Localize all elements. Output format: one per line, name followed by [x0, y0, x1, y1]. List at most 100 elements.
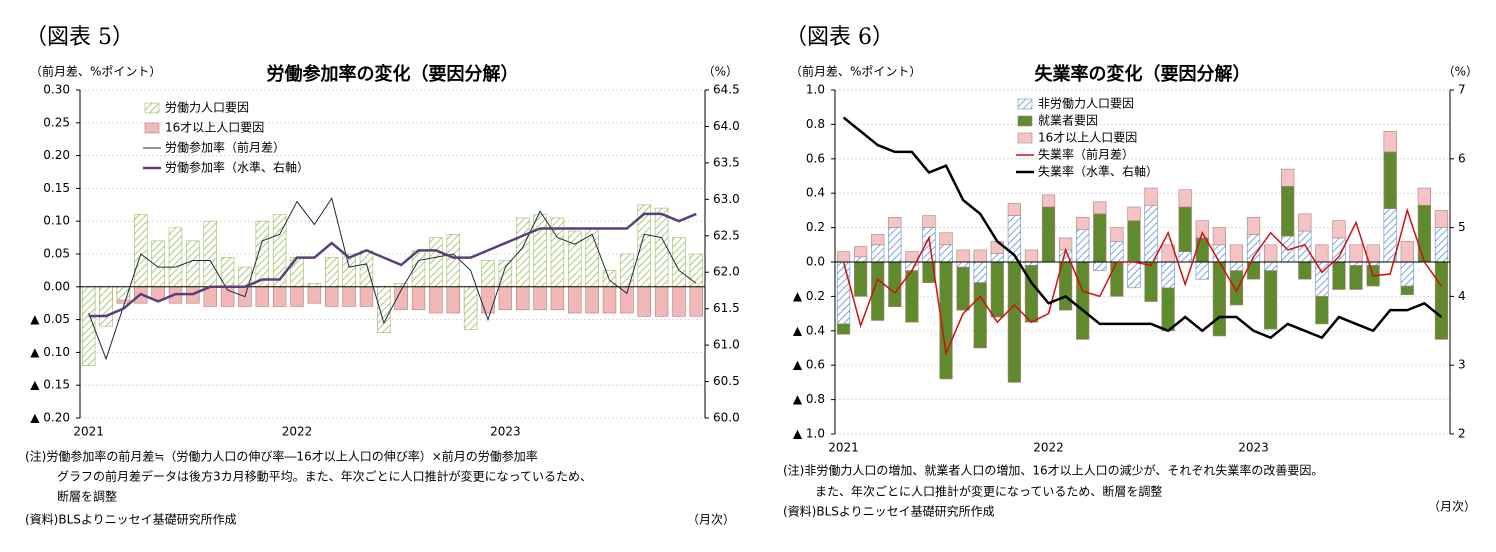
- bar: [411, 286, 426, 311]
- bar: [939, 232, 953, 246]
- legend-label: 16才以上人口要因: [165, 121, 264, 135]
- bar: [1298, 261, 1312, 280]
- bar: [990, 253, 1004, 263]
- bar: [568, 230, 582, 288]
- bar: [1041, 194, 1056, 208]
- bar: [1434, 227, 1449, 263]
- bar: [1178, 251, 1192, 263]
- bar: [888, 216, 902, 228]
- bar: [990, 241, 1004, 254]
- y-tick-label: ▲ 0.2: [793, 289, 825, 303]
- bar: [1212, 261, 1226, 337]
- bar: [1093, 213, 1107, 263]
- bar: [854, 256, 868, 263]
- bar: [203, 220, 217, 288]
- bar: [1349, 261, 1363, 266]
- y2-tick-label: 62.5: [713, 228, 740, 242]
- y-tick-label: 0.4: [806, 186, 825, 200]
- bar: [1281, 168, 1295, 187]
- bar: [1195, 261, 1209, 280]
- bar: [481, 286, 495, 314]
- source: (資料)BLSよりニッセイ基礎研究所作成: [783, 504, 995, 519]
- bar: [888, 227, 902, 263]
- source: (資料)BLSよりニッセイ基礎研究所作成: [25, 512, 237, 527]
- y-tick-label: 1.0: [806, 83, 825, 97]
- bar: [1024, 249, 1039, 263]
- bar: [1041, 206, 1056, 263]
- legend-label: 労働参加率（前月差）: [165, 140, 285, 155]
- bar: [1383, 130, 1397, 153]
- legend-swatch: [1017, 98, 1033, 110]
- bar: [359, 286, 374, 307]
- bar: [151, 286, 165, 301]
- y2-tick-label: 64.0: [713, 119, 740, 133]
- bar: [290, 286, 304, 307]
- bar: [533, 286, 547, 311]
- bar: [973, 261, 987, 283]
- bar: [1400, 241, 1414, 263]
- bar: [1110, 261, 1124, 297]
- bar: [836, 323, 851, 335]
- bar: [1434, 261, 1449, 340]
- y-tick-label: ▲ 1.0: [793, 427, 825, 441]
- y2-tick-label: 5: [1458, 220, 1466, 234]
- bar: [973, 282, 987, 349]
- legend-swatch: [1017, 132, 1033, 144]
- x-tick-label: 2023: [1238, 441, 1269, 455]
- bar: [186, 240, 200, 288]
- bar: [1212, 227, 1226, 246]
- bar: [463, 286, 478, 330]
- bar: [1332, 237, 1346, 263]
- bar: [325, 286, 339, 307]
- line: [88, 197, 697, 361]
- bar: [1349, 265, 1363, 290]
- y-tick-label: ▲ 0.4: [793, 323, 825, 337]
- bar: [956, 261, 970, 268]
- x-unit: （月次）: [1428, 500, 1476, 514]
- legend-label: 失業率（水準、右軸）: [1038, 164, 1158, 179]
- y2-axis-label: （%）: [1443, 65, 1478, 79]
- legend-label: 労働参加率（水準、右軸）: [165, 160, 309, 175]
- y-tick-label: ▲ 0.6: [793, 358, 825, 372]
- y-tick-label: ▲ 0.10: [30, 345, 70, 359]
- bar: [1178, 189, 1192, 208]
- figure-label: （図表 5）: [25, 25, 134, 50]
- bar: [1383, 208, 1397, 263]
- y2-tick-label: 4: [1458, 289, 1466, 303]
- bar: [922, 215, 936, 228]
- bar: [446, 286, 460, 314]
- bar: [1195, 220, 1209, 239]
- y-tick-label: 0.00: [43, 279, 70, 293]
- legend-label: 就業者要因: [1038, 114, 1098, 128]
- x-unit: （月次）: [687, 513, 735, 527]
- bar: [1264, 270, 1278, 330]
- x-tick-label: 2021: [73, 425, 104, 439]
- bar: [1264, 244, 1278, 263]
- bar: [888, 261, 902, 308]
- bar: [1332, 261, 1346, 290]
- bar: [654, 286, 669, 317]
- bar: [620, 286, 634, 314]
- bar: [1076, 261, 1090, 340]
- bar: [585, 286, 599, 314]
- note: 断層を調整: [57, 489, 117, 504]
- bar: [1417, 187, 1431, 206]
- bar: [1178, 206, 1192, 252]
- bar: [1110, 227, 1124, 242]
- y2-tick-label: 7: [1458, 83, 1466, 97]
- bar: [1264, 261, 1278, 271]
- bar: [1024, 261, 1039, 266]
- y2-tick-label: 64.5: [713, 83, 740, 97]
- bar: [1383, 151, 1397, 209]
- bar: [836, 261, 851, 325]
- bar: [359, 250, 374, 288]
- bar: [481, 260, 495, 288]
- figure-label: （図表 6）: [785, 25, 894, 50]
- chart-title: 失業率の変化（要因分解）: [1035, 63, 1251, 85]
- y2-tick-label: 63.0: [713, 192, 740, 206]
- x-tick-label: 2023: [490, 425, 521, 439]
- y2-tick-label: 63.5: [713, 155, 740, 169]
- x-tick-label: 2022: [1033, 441, 1064, 455]
- bar: [1161, 261, 1175, 289]
